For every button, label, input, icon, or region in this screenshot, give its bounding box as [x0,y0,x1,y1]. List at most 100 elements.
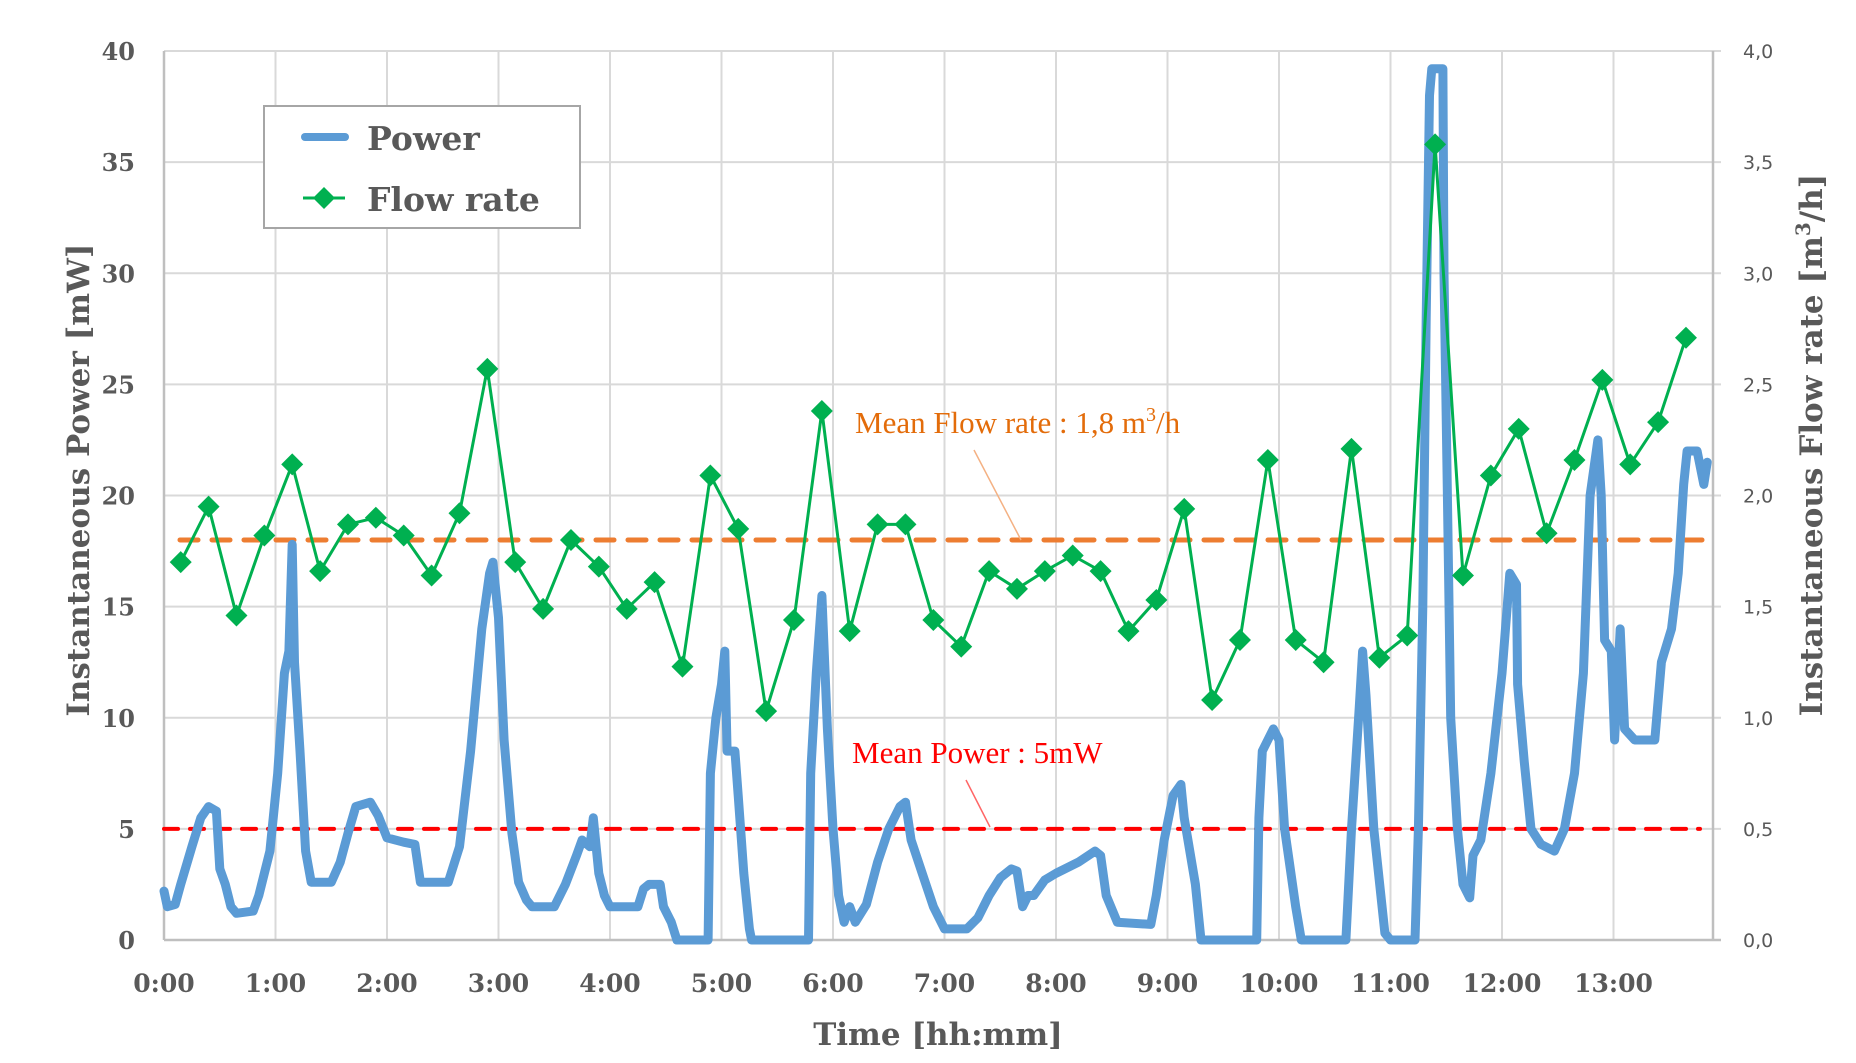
flow-rate-point [225,604,248,627]
y-tick-label-left: 5 [118,815,135,844]
legend-power-label: Power [367,119,480,158]
flow-rate-point [1201,688,1224,711]
x-tick-label: 11:00 [1351,969,1430,998]
mean-flow-leader-line [973,449,1022,541]
flow-rate-point [532,597,555,620]
flow-rate-point [1312,651,1335,674]
x-tick-label: 9:00 [1137,969,1198,998]
flow-rate-point [504,551,527,574]
flow-rate-point [1563,448,1586,471]
flow-rate-point [1591,368,1614,391]
x-tick-label: 1:00 [245,969,306,998]
y-tick-label-right: 3,5 [1743,152,1773,174]
axes [162,51,1721,942]
reference-lines [162,537,1711,831]
flow-rate-point [1033,560,1056,583]
flow-rate-point [392,524,415,547]
legend-box [263,105,581,229]
x-tick-label: 13:00 [1574,969,1653,998]
flow-rate-point [364,506,387,529]
x-tick-label: 3:00 [468,969,529,998]
x-tick-label: 2:00 [356,969,417,998]
flow-rate-point [253,524,276,547]
y-tick-label-right: 1,0 [1743,708,1773,730]
flow-rate-point [1619,453,1642,476]
flow-rate-point [1145,588,1168,611]
flow-rate-point [1451,564,1474,587]
flow-rate-point [1256,448,1279,471]
flow-rate-point [420,564,443,587]
flow-rate-point [169,551,192,574]
flow-rate-point [1284,628,1307,651]
flow-rate-point [1396,624,1419,647]
flow-rate-point [922,608,945,631]
flow-rate-point [1507,417,1530,440]
flow-rate-point [1424,133,1447,156]
flow-rate-point [866,513,889,536]
x-tick-label: 4:00 [579,969,640,998]
flow-rate-point [1005,577,1028,600]
flow-rate-point [476,357,499,380]
flow-rate-point [755,700,778,723]
flow-rate-point [197,495,220,518]
y-tick-label-right: 1,5 [1743,597,1773,619]
y2-title-sup: 3 [1791,222,1815,236]
flow-rate-point [281,453,304,476]
y-tick-label-left: 30 [102,259,135,288]
legend-flow-diamond-icon [313,187,335,209]
flow-rate-point [587,555,610,578]
power-series-line [159,64,1712,945]
mean-flow-label-sup: 3 [1146,404,1156,426]
flow-rate-point [1535,522,1558,545]
y-tick-label-right: 0,0 [1743,930,1773,952]
mean-power-label: Mean Power : 5mW [852,735,1103,770]
x-tick-label: 10:00 [1240,969,1319,998]
flow-rate-point [336,513,359,536]
y-axis-title-right: Instantaneous Flow rate [m3/h] [1791,174,1830,717]
flow-rate-point [1228,628,1251,651]
flow-rate-point [727,517,750,540]
mean-flow-label-prefix: Mean Flow rate : 1,8 m [855,405,1146,440]
x-tick-label: 5:00 [691,969,752,998]
flow-rate-point [1647,411,1670,434]
flow-rate-point [1340,437,1363,460]
flow-rate-point [950,635,973,658]
flow-rate-point [559,528,582,551]
legend-item-flow-rate: Flow rate [303,180,540,219]
y-tick-label-left: 40 [102,37,135,66]
flow-rate-point [810,400,833,423]
legend-item-power: Power [301,119,480,158]
x-tick-label: 12:00 [1463,969,1542,998]
flow-rate-point [1674,326,1697,349]
y2-title-suffix: /h] [1794,174,1830,223]
flow-rate-point [309,560,332,583]
flow-rate-point [978,560,1001,583]
y-tick-label-left: 20 [102,482,135,511]
flow-rate-point [838,620,861,643]
x-tick-label: 8:00 [1025,969,1086,998]
flow-rate-point [1173,497,1196,520]
tick-labels: 0 5 10 15 20 25 30 35 40 0,0 0,5 1,0 1,5 2,0 2,5 3,0 3,5… [102,37,1774,998]
flow-rate-point [1368,646,1391,669]
flow-rate-point [448,502,471,525]
y-axis-title-left: Instantaneous Power [mW] [61,243,97,716]
y-tick-label-left: 25 [102,370,135,399]
legend-flow-label: Flow rate [367,180,540,219]
y-tick-label-left: 10 [102,704,135,733]
flow-rate-point [615,597,638,620]
flow-rate-point [1117,620,1140,643]
y-tick-label-right: 2,0 [1743,486,1773,508]
mean-power-leader-line [965,779,991,828]
flow-rate-point [1089,560,1112,583]
flow-rate-point [1479,464,1502,487]
flow-rate-point [894,513,917,536]
mean-flow-annotation: Mean Flow rate : 1,8 m3/h [855,404,1181,541]
flow-rate-point [1061,544,1084,567]
y-tick-label-right: 3,0 [1743,263,1773,285]
flow-rate-point [643,571,666,594]
flow-rate-point [671,655,694,678]
y-tick-label-right: 2,5 [1743,374,1773,396]
y2-title-prefix: Instantaneous Flow rate [m [1794,236,1830,716]
y-tick-label-right: 0,5 [1743,819,1773,841]
